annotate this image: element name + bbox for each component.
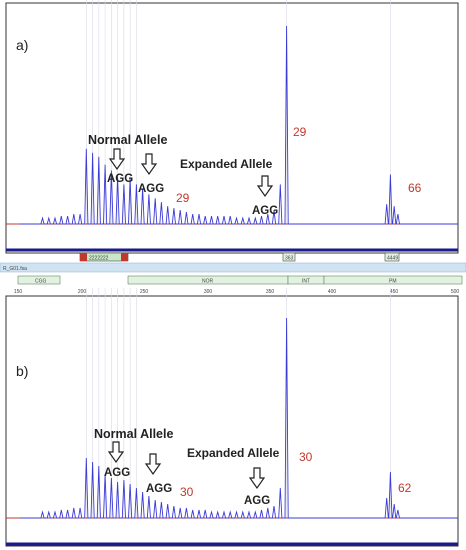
panel-a-arrow-2 [140,153,158,176]
fragment-track: 2222222 363 4449 R_G01.fsa CGG NOR INT P… [0,252,466,295]
panel-a-expanded-allele-label: Expanded Allele [180,157,273,171]
tick-label: 400 [328,289,337,295]
panel-b-frame [5,295,459,547]
marker-left-label: 2222222 [89,256,109,262]
panel-b: b) Normal Allele AGG AGG Expanded Allele… [5,288,459,547]
panel-a-label: a) [16,37,28,53]
marker-left-cap-end [121,253,128,261]
tick-label: 300 [204,289,213,295]
marker-left-cap-start [80,253,87,261]
panel-a-normal-count: 29 [176,191,190,205]
panel-b-normal-count: 30 [180,485,194,499]
panel-a-frame [5,2,459,254]
segment-cgg[interactable] [17,275,61,285]
file-label: R_G01.fsa [3,266,27,272]
panel-a-arrow-1 [108,148,126,171]
panel-b-peak-count: 30 [299,450,313,464]
segment-pm[interactable] [323,275,463,285]
segment-cgg-label: CGG [35,279,47,285]
segment-int-label: INT [302,279,310,285]
tick-label: 250 [140,289,149,295]
segment-nor-label: NOR [202,279,214,285]
file-bar [0,262,466,273]
panel-b-normal-allele-label: Normal Allele [94,427,173,441]
panel-b-expanded-allele-label: Expanded Allele [187,446,280,460]
panel-a-agg-label-2: AGG [138,183,164,195]
panel-b-arrow-2 [144,453,162,476]
panel-a-arrow-3 [256,175,274,198]
tick-label: 500 [451,289,460,295]
panel-a-far-count: 66 [408,181,422,195]
panel-a-peak-count: 29 [293,125,307,139]
panel-a-normal-allele-label: Normal Allele [88,133,167,147]
panel-b-label: b) [16,363,28,379]
marker-mid-box[interactable] [282,252,296,262]
panel-a: a) Normal Allele AGG AGG Expanded Allele… [5,0,459,254]
panel-b-arrow-1 [107,441,125,464]
panel-b-agg-label-3: AGG [244,495,270,507]
marker-mid-label: 363 [285,256,294,262]
marker-right-label: 4449 [387,256,398,262]
panel-a-trace [20,25,458,225]
panel-a-agg-label-3: AGG [252,205,278,217]
panel-b-arrow-3 [248,467,266,490]
marker-right-box[interactable] [384,252,400,262]
tick-label: 450 [390,289,399,295]
panel-a-agg-label-1: AGG [107,173,133,185]
tick-label: 150 [14,289,23,295]
panel-b-far-count: 62 [398,481,412,495]
panel-b-trace [20,317,458,519]
tick-label: 350 [266,289,275,295]
panel-b-agg-label-2: AGG [146,483,172,495]
segment-pm-label: PM [389,279,397,285]
panel-b-agg-label-1: AGG [104,467,130,479]
track-tick-labels: 150 200 250 300 350 400 450 500 [14,289,460,295]
tick-label: 200 [78,289,87,295]
